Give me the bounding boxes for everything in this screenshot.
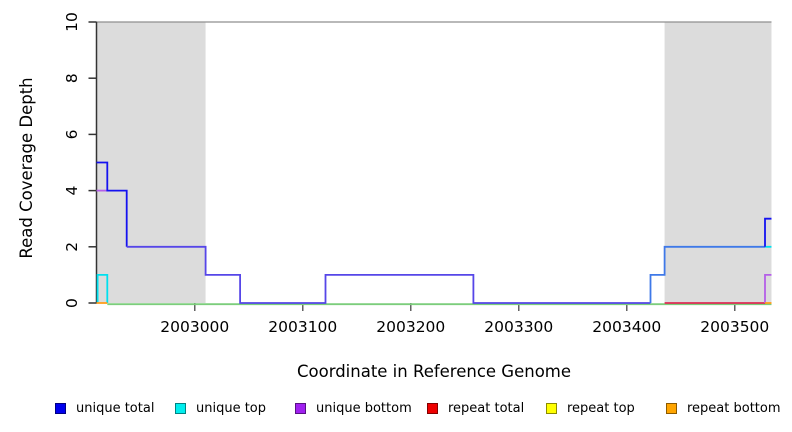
repeat-bottom-swatch-icon (666, 402, 677, 414)
legend: unique total unique top unique bottom re… (0, 399, 792, 423)
unique-top-swatch-icon (175, 402, 186, 414)
y-tick-label: 0 (63, 298, 81, 308)
x-tick-label: 2003200 (376, 318, 445, 336)
y-tick-label: 4 (63, 186, 81, 196)
y-tick-label: 6 (63, 129, 81, 139)
coverage-segment-unique-bottom (764, 273, 772, 303)
legend-item-unique-bottom: unique bottom (295, 399, 412, 417)
x-tick-label: 2003500 (700, 318, 769, 336)
legend-label: repeat total (448, 400, 525, 416)
unique-bottom-swatch-icon (295, 402, 306, 414)
repeat-region-shading (664, 22, 772, 303)
repeat-top-swatch-icon (546, 402, 557, 414)
repeat-total-swatch-icon (427, 402, 438, 414)
legend-label: unique bottom (316, 400, 412, 416)
legend-item-unique-total: unique total (55, 399, 154, 417)
unique-total-swatch-icon (55, 402, 66, 414)
coverage-segment-unique-total (96, 161, 128, 247)
legend-label: unique total (76, 400, 155, 416)
y-tick-label: 8 (63, 73, 81, 83)
x-tick-label: 2003000 (160, 318, 229, 336)
legend-label: repeat top (567, 400, 635, 416)
x-axis-title: Coordinate in Reference Genome (297, 362, 571, 381)
coverage-segment-unique-total-unique-bottom (126, 245, 651, 304)
x-tick-label: 2003300 (484, 318, 553, 336)
legend-item-repeat-bottom: repeat bottom (666, 399, 781, 417)
legend-item-repeat-top: repeat top (546, 399, 635, 417)
plot-layers: 0 2 4 6 8 10 2003000 2003100 2003200 2003300 20034… (63, 12, 772, 336)
legend-label: unique top (196, 400, 267, 416)
x-tick-label: 2003100 (268, 318, 337, 336)
legend-item-repeat-total: repeat total (427, 399, 524, 417)
legend-item-unique-top: unique top (175, 399, 266, 417)
y-tick-label: 10 (63, 12, 81, 32)
x-tick-label: 2003400 (592, 318, 661, 336)
y-tick-label: 2 (63, 242, 81, 252)
legend-label: repeat bottom (687, 400, 781, 416)
y-axis-title: Read Coverage Depth (17, 77, 36, 258)
coverage-segment-unique-top (96, 273, 109, 303)
coverage-segment-unique-total (764, 217, 772, 247)
coverage-segment-unique-total-unique-top (649, 245, 765, 303)
repeat-region-shading (96, 22, 206, 303)
